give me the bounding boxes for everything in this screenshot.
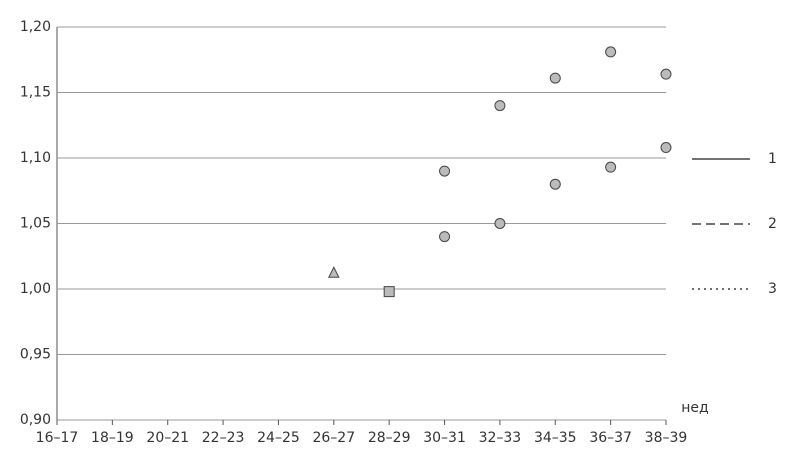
marker xyxy=(549,72,561,84)
marker xyxy=(439,165,451,177)
legend-label: 2 xyxy=(768,216,777,232)
x-tick-label: 32–33 xyxy=(479,430,522,446)
x-tick-label: 16–17 xyxy=(36,430,79,446)
x-tick-label: 20–21 xyxy=(146,430,189,446)
y-tick-label: 1,05 xyxy=(20,216,51,232)
y-tick-label: 1,00 xyxy=(20,281,51,297)
marker xyxy=(439,231,451,243)
marker xyxy=(605,46,617,58)
marker xyxy=(494,100,506,112)
marker xyxy=(605,161,617,173)
marker xyxy=(660,142,672,154)
x-tick-label: 36–37 xyxy=(589,430,632,446)
marker xyxy=(328,266,340,278)
marker xyxy=(383,286,395,298)
x-tick-label: 28–29 xyxy=(368,430,411,446)
y-tick-label: 0,95 xyxy=(20,347,51,363)
x-tick-label: 26–27 xyxy=(312,430,355,446)
x-tick-label: 38–39 xyxy=(645,430,688,446)
marker xyxy=(549,178,561,190)
x-tick-label: 18–19 xyxy=(91,430,134,446)
y-tick-label: 1,15 xyxy=(20,85,51,101)
y-tick-label: 0,90 xyxy=(20,412,51,428)
x-tick-label: 24–25 xyxy=(257,430,300,446)
marker xyxy=(494,218,506,229)
x-tick-label: 30–31 xyxy=(423,430,466,446)
legend-label: 3 xyxy=(768,281,777,297)
marker xyxy=(660,68,672,80)
legend-label: 1 xyxy=(768,151,777,167)
x-tick-label: 34–35 xyxy=(534,430,577,446)
x-tick-label: 22–23 xyxy=(202,430,245,446)
y-tick-label: 1,10 xyxy=(20,150,51,166)
x-axis-label: нед xyxy=(681,400,708,416)
y-tick-label: 1,20 xyxy=(20,19,51,35)
